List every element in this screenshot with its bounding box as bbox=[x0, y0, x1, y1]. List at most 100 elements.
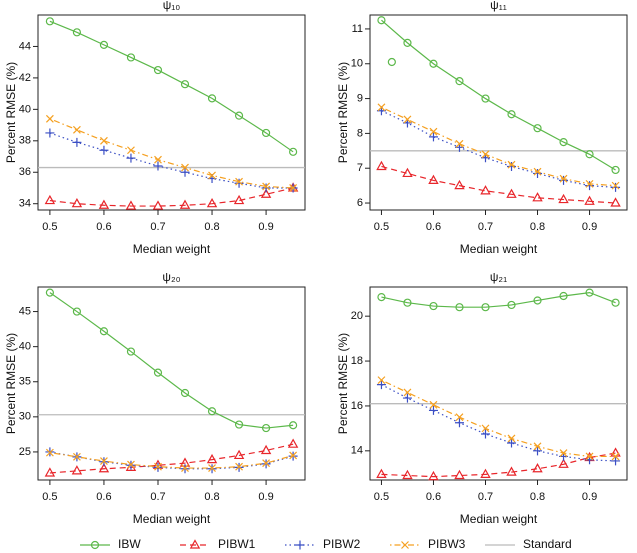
y-tick-label: 10 bbox=[351, 58, 363, 70]
marker bbox=[532, 463, 543, 473]
marker bbox=[506, 466, 517, 476]
marker bbox=[455, 303, 464, 312]
x-tick-label: 0.9 bbox=[258, 221, 273, 233]
y-tick-label: 45 bbox=[19, 305, 31, 317]
marker bbox=[45, 288, 54, 297]
marker bbox=[45, 17, 54, 26]
marker bbox=[481, 94, 490, 103]
marker bbox=[429, 59, 438, 68]
x-tick-label: 0.6 bbox=[96, 491, 111, 503]
marker bbox=[126, 347, 136, 356]
marker bbox=[376, 380, 386, 390]
marker bbox=[233, 194, 245, 205]
y-tick-label: 16 bbox=[351, 400, 363, 412]
marker bbox=[45, 448, 54, 457]
legend-label: PIBW2 bbox=[323, 537, 361, 551]
marker bbox=[611, 165, 620, 175]
marker bbox=[207, 407, 217, 416]
marker bbox=[45, 114, 54, 123]
marker bbox=[72, 28, 82, 37]
marker bbox=[558, 458, 569, 468]
marker bbox=[377, 103, 386, 112]
marker bbox=[480, 185, 491, 195]
marker bbox=[376, 160, 387, 171]
marker bbox=[90, 540, 100, 550]
y-axis-label: Percent RMSE (%) bbox=[336, 62, 350, 163]
plot-frame bbox=[37, 286, 306, 481]
y-tick-label: 38 bbox=[19, 135, 31, 147]
series-line bbox=[49, 20, 294, 153]
x-tick-label: 0.9 bbox=[582, 221, 597, 233]
marker bbox=[559, 449, 568, 457]
marker bbox=[72, 125, 81, 134]
marker bbox=[387, 57, 396, 67]
marker bbox=[235, 462, 243, 471]
marker bbox=[261, 183, 271, 193]
marker bbox=[260, 444, 272, 455]
panel-title: ψ₁₁ bbox=[490, 0, 507, 12]
marker bbox=[153, 368, 163, 377]
marker bbox=[71, 465, 83, 475]
marker bbox=[99, 327, 109, 336]
marker bbox=[611, 452, 620, 461]
y-tick-label: 44 bbox=[19, 40, 31, 52]
marker bbox=[99, 40, 109, 49]
x-axis-label: Median weight bbox=[460, 242, 538, 256]
y-tick-label: 7 bbox=[357, 162, 363, 174]
marker bbox=[72, 452, 81, 461]
x-axis-label: Median weight bbox=[133, 242, 211, 256]
x-tick-label: 0.8 bbox=[204, 491, 219, 503]
marker bbox=[533, 442, 542, 451]
marker bbox=[454, 469, 465, 480]
marker bbox=[289, 147, 298, 156]
x-tick-label: 0.6 bbox=[96, 221, 111, 233]
marker bbox=[261, 423, 271, 433]
marker bbox=[403, 388, 412, 397]
marker bbox=[559, 174, 568, 183]
marker bbox=[262, 459, 271, 468]
marker bbox=[376, 468, 387, 478]
marker bbox=[234, 178, 244, 188]
marker bbox=[507, 110, 516, 119]
x-tick-label: 0.9 bbox=[258, 491, 273, 503]
marker bbox=[585, 288, 594, 297]
marker bbox=[180, 80, 190, 89]
marker bbox=[154, 462, 162, 471]
y-tick-label: 8 bbox=[357, 127, 363, 139]
marker bbox=[206, 197, 218, 208]
marker bbox=[585, 150, 594, 159]
panel-title: ψ₂₁ bbox=[490, 270, 507, 284]
marker bbox=[403, 115, 412, 124]
marker bbox=[533, 168, 543, 178]
series-line bbox=[381, 379, 616, 458]
series-line bbox=[49, 443, 294, 474]
series-line bbox=[49, 452, 294, 469]
x-tick-label: 0.8 bbox=[530, 221, 545, 233]
marker bbox=[179, 199, 191, 209]
marker bbox=[507, 161, 517, 171]
series-line bbox=[49, 451, 294, 470]
marker bbox=[559, 137, 568, 147]
y-tick-label: 40 bbox=[19, 341, 31, 353]
marker bbox=[208, 464, 216, 472]
marker bbox=[402, 469, 413, 480]
legend-label: Standard bbox=[523, 537, 572, 551]
marker bbox=[261, 128, 271, 138]
marker bbox=[125, 200, 137, 210]
marker bbox=[98, 199, 110, 209]
x-tick-label: 0.5 bbox=[42, 491, 57, 503]
panel-title: ψ₁₀ bbox=[163, 0, 181, 12]
marker bbox=[481, 150, 490, 159]
marker bbox=[401, 541, 409, 549]
marker bbox=[289, 184, 298, 192]
marker bbox=[533, 124, 542, 133]
y-tick-label: 6 bbox=[357, 197, 363, 209]
marker bbox=[585, 179, 594, 188]
marker bbox=[429, 127, 438, 136]
marker bbox=[153, 161, 163, 171]
marker bbox=[99, 145, 109, 155]
y-tick-label: 42 bbox=[19, 72, 31, 84]
marker bbox=[100, 136, 108, 145]
marker bbox=[532, 192, 543, 202]
